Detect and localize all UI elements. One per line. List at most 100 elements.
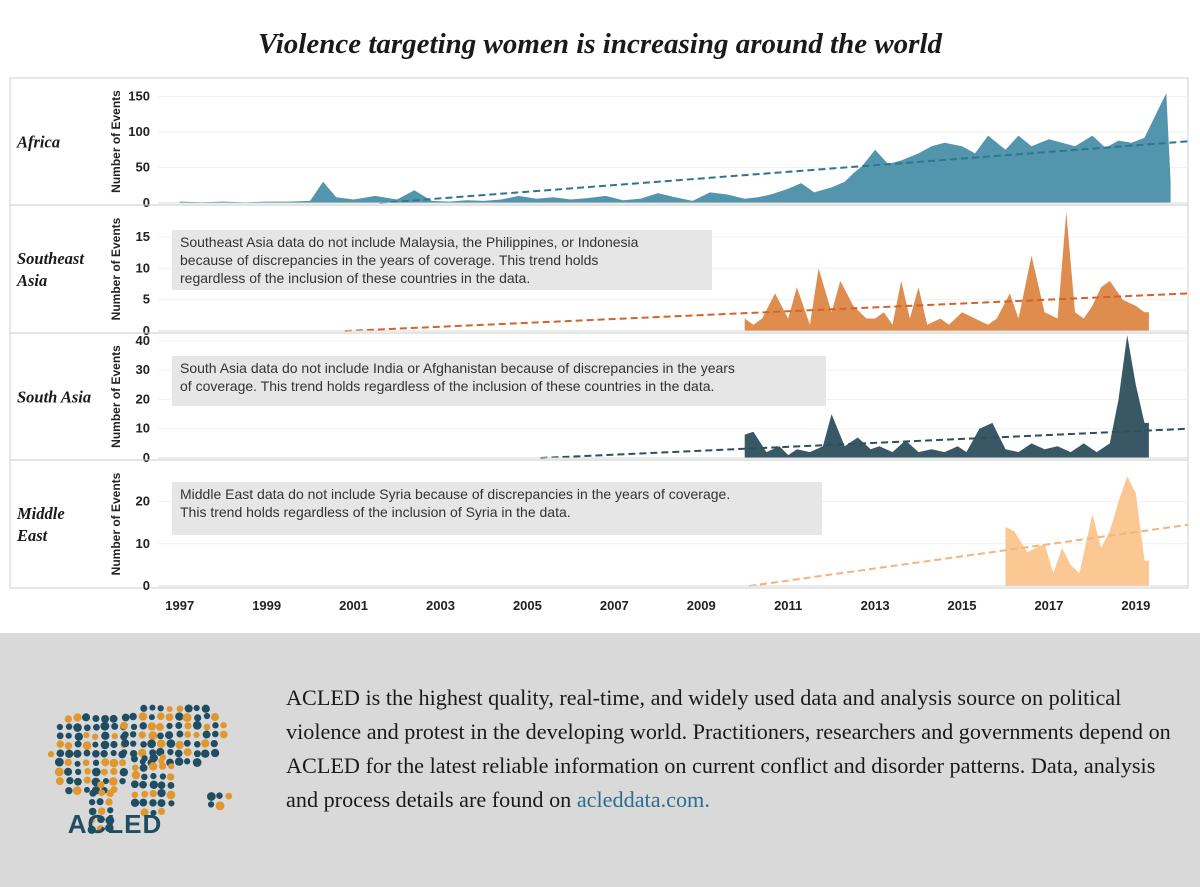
area-series-south-asia [744,335,1149,458]
trend-line-middle-east [748,523,1189,587]
about-text: ACLED is the highest quality, real-time,… [286,681,1186,817]
logo-dot [120,749,128,756]
logo-dot [141,755,148,762]
logo-dot [72,786,82,795]
logo-dot [56,723,64,731]
y-tick-label: 5 [143,292,150,307]
logo-dot [47,750,55,758]
logo-dot [110,740,118,749]
logo-dot [166,739,176,748]
logo-dot [193,741,201,748]
logo-dot [150,772,157,780]
x-tick-label: 2011 [774,598,802,613]
y-tick-label: 150 [128,89,150,104]
logo-text: ACLED [67,809,163,839]
logo-dot [83,776,91,784]
y-axis-label: Number of Events [109,345,123,448]
logo-dot [131,764,139,772]
logo-dot [64,767,73,776]
logo-dot [184,704,193,713]
logo-dot [130,740,137,747]
logo-dot [100,740,110,750]
logo-dot [212,722,219,729]
logo-dot [139,763,148,772]
x-tick-label: 2015 [948,598,977,613]
logo-dot [203,712,211,720]
logo-dot [92,714,100,722]
y-tick-label: 10 [136,421,150,436]
logo-dot [108,777,118,786]
logo-dot [149,780,159,790]
logo-dot [74,777,82,786]
logo-dot [92,759,100,767]
logo-dot [215,801,225,811]
logo-dot [119,777,126,785]
logo-dot [164,731,174,740]
logo-dot [219,730,228,739]
logo-dot [210,739,218,748]
logo-dot [140,704,148,712]
logo-dot [65,749,74,758]
logo-dot [83,749,91,757]
logo-dot [138,748,147,758]
logo-dot [148,714,155,721]
logo-dot [105,798,113,806]
logo-dot [74,740,82,748]
logo-dot [167,748,174,756]
logo-dot [167,782,175,789]
logo-dot [156,747,165,757]
region-label-africa: Africa [16,133,60,152]
logo-dot [100,750,108,758]
logo-dot [192,758,202,767]
y-tick-label: 15 [136,229,150,244]
logo-dot [166,773,175,781]
logo-dot [65,723,73,730]
logo-dot [87,825,96,834]
logo-dot [149,799,157,807]
logo-dot [101,731,110,740]
logo-dot [88,807,97,816]
logo-dot [202,730,211,739]
logo-dot [216,792,223,799]
logo-dot [149,704,156,711]
logo-dot [149,753,158,763]
logo-dot [121,713,130,722]
y-tick-label: 0 [143,578,150,593]
logo-dot [156,712,165,720]
logo-dot [183,739,191,747]
logo-dot [129,712,137,721]
logo-dot [65,787,73,795]
logo-dot [138,712,148,721]
logo-dot [56,749,65,758]
logo-dot [100,768,108,776]
logo-dot [92,733,99,740]
y-tick-label: 100 [128,124,150,139]
logo-dot [119,768,129,777]
logo-dot [100,721,110,731]
logo-dot [65,732,72,739]
region-label-middle-east: East [16,526,48,545]
logo-dot [89,789,97,797]
trend-line-africa [379,140,1189,204]
logo-dot [97,815,105,824]
y-tick-label: 0 [143,450,150,465]
logo-dot [148,762,158,771]
logo-dot [130,780,139,789]
logo-dot [159,773,167,780]
logo-dot [193,750,201,758]
logo-dot [174,757,184,766]
x-tick-label: 2009 [687,598,716,613]
y-tick-label: 50 [136,160,150,175]
y-tick-label: 0 [143,195,150,210]
logo-dot [184,731,192,738]
x-tick-label: 2017 [1034,598,1063,613]
logo-dot [106,789,114,798]
logo-dot [157,705,164,712]
logo-dot [141,790,149,798]
logo-dot [121,731,129,739]
logo-dot [120,721,128,730]
logo-dot [176,730,184,738]
logo-dot [96,825,105,833]
acled-link[interactable]: acleddata.com. [576,787,710,812]
